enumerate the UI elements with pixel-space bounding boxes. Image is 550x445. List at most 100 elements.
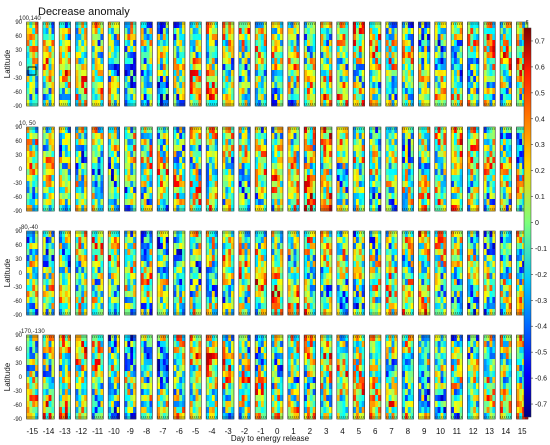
- heatmap-cell: [388, 22, 392, 29]
- heatmap-cell: [195, 46, 199, 53]
- heatmap-cell: [133, 22, 137, 29]
- heatmap-cell: [437, 175, 441, 182]
- heatmap-cell: [345, 58, 349, 65]
- heatmap-cell: [247, 145, 251, 152]
- heatmap-cell: [179, 273, 183, 280]
- heatmap-cell: [97, 273, 101, 280]
- heatmap-cell: [62, 100, 66, 107]
- heatmap-cell: [133, 187, 137, 194]
- heatmap-cell: [306, 267, 311, 274]
- heatmap-cell: [241, 22, 245, 29]
- heatmap-cell: [179, 255, 183, 262]
- heatmap-cell: [277, 267, 281, 274]
- heatmap-cell: [263, 255, 267, 262]
- heatmap-cell: [502, 139, 507, 146]
- heatmap-cell: [306, 205, 311, 212]
- heatmap-cell: [64, 70, 69, 77]
- heatmap-cell: [211, 34, 216, 41]
- heatmap-cell: [192, 28, 196, 35]
- heatmap-cell: [48, 139, 52, 146]
- heatmap-cell: [45, 163, 49, 170]
- heatmap-cell: [404, 82, 409, 89]
- heatmap-cell: [143, 297, 147, 304]
- heatmap-cell: [271, 52, 275, 59]
- heatmap-cell: [211, 157, 216, 164]
- heatmap-cell: [228, 88, 232, 95]
- heatmap-cell: [486, 28, 490, 35]
- heatmap-cell: [111, 237, 115, 244]
- heatmap-cell: [182, 231, 186, 238]
- heatmap-cell: [140, 181, 144, 188]
- heatmap-cell: [296, 76, 300, 83]
- day-strip: [254, 230, 267, 316]
- heatmap-cell: [32, 22, 36, 29]
- heatmap-cell: [241, 64, 245, 71]
- heatmap-cell: [378, 88, 382, 95]
- heatmap-cell: [271, 243, 275, 250]
- heatmap-cell: [258, 249, 262, 256]
- heatmap-cell: [97, 145, 101, 152]
- heatmap-cell: [231, 303, 235, 310]
- heatmap-cell: [339, 243, 343, 250]
- heatmap-cell: [91, 22, 95, 29]
- heatmap-cell: [437, 133, 441, 140]
- heatmap-cell: [176, 82, 180, 89]
- heatmap-cell: [222, 309, 226, 316]
- heatmap-cell: [320, 100, 324, 107]
- heatmap-cell: [304, 193, 308, 200]
- heatmap-cell: [81, 237, 85, 244]
- heatmap-cell: [312, 273, 316, 280]
- heatmap-cell: [388, 40, 392, 47]
- heatmap-cell: [353, 205, 357, 212]
- heatmap-cell: [336, 237, 340, 244]
- heatmap-cell: [149, 267, 153, 274]
- heatmap-cell: [176, 52, 180, 59]
- heatmap-cell: [378, 187, 382, 194]
- heatmap-cell: [293, 297, 297, 304]
- heatmap-cell: [306, 249, 311, 256]
- heatmap-cell: [329, 22, 333, 29]
- heatmap-cell: [280, 237, 284, 244]
- heatmap-cell: [323, 249, 327, 256]
- heatmap-cell: [35, 279, 39, 286]
- strip-border: [467, 21, 480, 107]
- strip-border: [499, 126, 512, 212]
- heatmap-cell: [149, 169, 153, 176]
- heatmap-cell: [64, 285, 69, 292]
- heatmap-cell: [91, 193, 95, 200]
- heatmap-cell: [165, 273, 169, 280]
- heatmap-cell: [345, 231, 349, 238]
- heatmap-cell: [329, 297, 333, 304]
- heatmap-cell: [111, 205, 115, 212]
- heatmap-cell: [140, 243, 144, 250]
- heatmap-cell: [176, 303, 180, 310]
- heatmap-cell: [323, 64, 327, 71]
- heatmap-cell: [91, 303, 95, 310]
- heatmap-cell: [67, 52, 71, 59]
- heatmap-cell: [45, 255, 49, 262]
- heatmap-cell: [225, 133, 229, 140]
- heatmap-cell: [51, 163, 55, 170]
- heatmap-cell: [165, 82, 169, 89]
- heatmap-cell: [206, 291, 210, 298]
- heatmap-cell: [244, 163, 248, 170]
- heatmap-cell: [81, 76, 85, 83]
- heatmap-cell: [26, 127, 30, 134]
- heatmap-cell: [84, 309, 88, 316]
- heatmap-cell: [211, 309, 216, 316]
- heatmap-cell: [309, 82, 314, 89]
- day-strip: [91, 230, 104, 316]
- heatmap-cell: [108, 297, 112, 304]
- heatmap-cell: [51, 267, 55, 274]
- heatmap-cell: [378, 169, 382, 176]
- heatmap-cell: [287, 187, 291, 194]
- heatmap-cell: [369, 181, 373, 188]
- heatmap-cell: [116, 285, 120, 292]
- heatmap-cell: [29, 285, 33, 292]
- heatmap-cell: [225, 46, 229, 53]
- heatmap-cell: [271, 199, 275, 206]
- heatmap-cell: [64, 151, 69, 158]
- heatmap-cell: [244, 237, 248, 244]
- heatmap-cell: [339, 58, 343, 65]
- heatmap-cell: [211, 205, 216, 212]
